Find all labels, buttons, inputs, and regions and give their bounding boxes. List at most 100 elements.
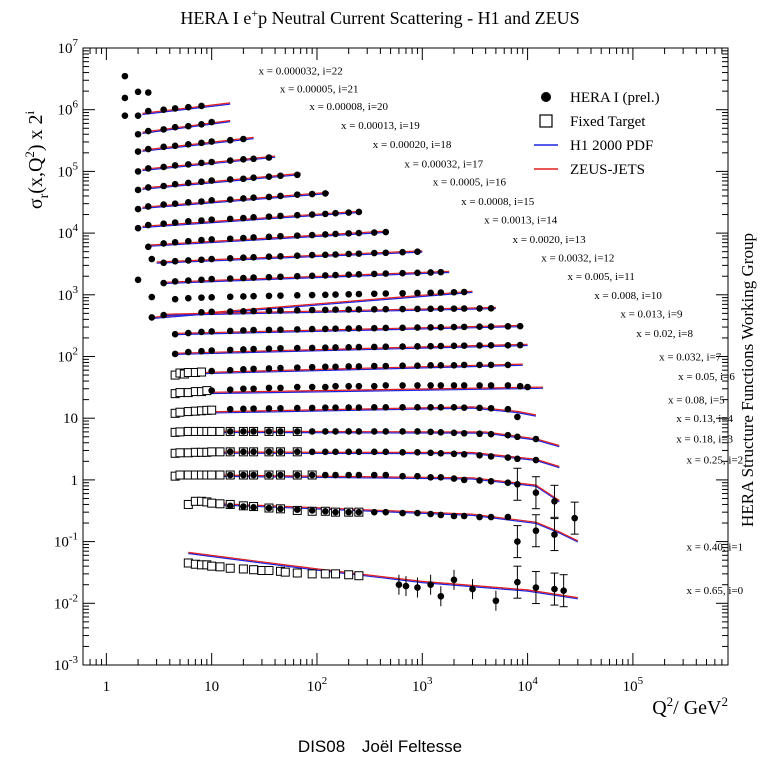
hera-point [171,219,179,226]
hera-point [476,342,483,349]
hera-point [265,233,273,241]
hera-point [198,236,205,244]
hera-point [487,323,495,330]
hera-point [198,276,205,284]
hera-point [308,272,316,280]
hera-point [460,305,468,312]
hera-point [265,471,273,479]
x-tick-label: 102 [307,675,328,695]
zeus-jets-curve [142,136,254,151]
hera-point [171,295,179,303]
series-label: x = 0.0005, i=16 [433,177,507,189]
hera-point [345,404,352,411]
hera-point [450,323,458,331]
hera-point [293,428,301,435]
hera-point [293,448,301,456]
hera-point [370,290,378,298]
hera-point [277,471,284,479]
hera-point [322,448,329,456]
hera-point [382,228,390,236]
series-label: x = 0.00008, i=20 [309,101,388,113]
hera-point [437,305,445,313]
hera-point [185,103,192,111]
hera-point [322,325,329,333]
hera-point [437,289,445,296]
hera-point [427,428,434,436]
hera-point [437,268,445,276]
y-tick-label: 103 [58,284,79,304]
hera-point [476,477,483,484]
hera-point [250,365,257,373]
hera-point [332,230,339,238]
hera-point [208,118,215,126]
series-label: x = 0.13, i=4 [676,413,733,425]
hera-point [293,307,301,314]
hera-point [437,474,445,481]
pdf-curves [142,102,579,600]
hera-point [226,275,234,282]
hera-point [370,508,378,516]
hera-point [293,383,301,391]
hera-point [265,365,273,372]
hera-point [265,405,273,412]
hera-point [345,508,352,516]
hera-point [332,382,339,390]
hera-point [226,471,234,479]
hera-point [277,292,284,299]
hera-point [308,363,316,371]
hera-point [240,135,247,143]
hera-point [345,363,352,370]
hera-point [208,367,215,375]
hera-point [240,366,247,373]
h1-pdf-curve [188,552,578,600]
hera-point [414,343,421,350]
hera-point [345,343,352,351]
zeus-jets-curve [175,386,544,394]
hera-point [250,174,257,182]
hera-point [144,221,152,229]
hera-point [134,186,142,194]
hera-point [240,308,247,315]
hera-point [332,325,339,333]
hera-point [277,404,284,412]
hera-point [450,475,458,482]
hera-point [144,89,152,96]
x-tick-label: 105 [623,675,644,695]
hera-point [514,578,521,586]
hera-point [198,328,205,336]
hera-point [198,178,205,186]
fixed-target-point [215,470,225,480]
hera-point [532,489,540,497]
hera-point [399,343,406,350]
legend: HERA I (prel.) Fixed Target H1 2000 PDF ZEU… [534,90,660,178]
hera-point [265,384,273,392]
hera-point [332,404,339,411]
hera-point [355,229,363,237]
hera-point [370,382,378,390]
hera-point [293,364,301,371]
hera-point [514,538,521,545]
hera-point [160,106,167,113]
hera-point [265,273,273,281]
hera-point [382,343,390,351]
hera-point [322,291,329,299]
x-tick-label: 104 [517,675,538,695]
legend-label: H1 2000 PDF [570,138,653,154]
hera-point [144,203,152,210]
hera-point [399,362,406,369]
hera-point [308,471,316,479]
series-label: x = 0.032, i=7 [659,352,722,364]
hera-point [185,348,192,356]
series-label: x = 0.00013, i=19 [341,120,420,132]
hera-point [551,531,558,538]
hera-point [414,269,421,277]
hera-point [121,94,129,102]
hera-point [293,344,301,352]
hera-point [460,450,468,458]
hera-point [487,477,495,485]
hera-point [293,272,301,280]
fixed-target-point [196,367,206,377]
hera-point [250,234,257,241]
hera-point [293,171,301,179]
hera-point [516,341,524,349]
